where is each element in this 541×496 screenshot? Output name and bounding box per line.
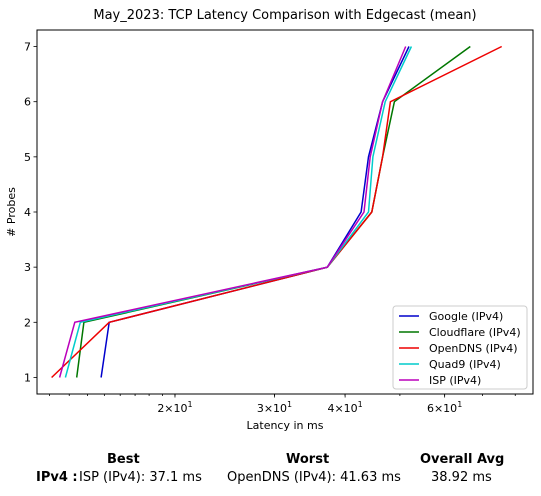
x-tick-label: 4×101 xyxy=(327,400,362,415)
y-tick-label: 7 xyxy=(24,41,31,54)
plot-frame xyxy=(36,29,534,395)
legend-label: ISP (IPv4) xyxy=(429,374,481,387)
legend-label: Quad9 (IPv4) xyxy=(429,358,501,371)
worst-header: Worst xyxy=(286,452,330,467)
overall-avg-value: 38.92 ms xyxy=(431,470,492,485)
series-line-4 xyxy=(58,46,407,378)
y-tick-label: 4 xyxy=(24,206,31,219)
latency-chart: May_2023: TCP Latency Comparison with Ed… xyxy=(5,8,534,432)
legend-label: Cloudflare (IPv4) xyxy=(429,326,521,339)
y-tick-label: 3 xyxy=(24,261,31,274)
series-line-0 xyxy=(100,46,410,378)
best-value: ISP (IPv4): 37.1 ms xyxy=(79,470,202,485)
x-tick-label: 3×101 xyxy=(257,400,292,415)
chart-title: May_2023: TCP Latency Comparison with Ed… xyxy=(93,8,476,23)
y-tick-label: 2 xyxy=(24,316,31,329)
legend: Google (IPv4) Cloudflare (IPv4) OpenDNS (I… xyxy=(392,305,528,390)
x-axis-label: Latency in ms xyxy=(247,419,324,432)
summary-table: Best Worst Overall Avg IPv4 : ISP (IPv4)… xyxy=(0,448,541,496)
overall-avg-header: Overall Avg xyxy=(420,452,505,467)
legend-label: OpenDNS (IPv4) xyxy=(429,342,518,355)
x-tick-label: 6×101 xyxy=(427,400,462,415)
x-tick-label: 2×101 xyxy=(157,400,192,415)
y-tick-label: 5 xyxy=(24,151,31,164)
series-line-3 xyxy=(64,46,413,378)
plot-area: 2×101 3×101 4×101 6×101 1 2 3 4 5 6 7 xyxy=(24,41,516,415)
legend-label: Google (IPv4) xyxy=(429,310,503,323)
y-tick-label: 6 xyxy=(24,96,31,109)
legend-box xyxy=(392,305,528,390)
series-line-2 xyxy=(51,45,503,379)
y-axis-label: # Probes xyxy=(5,187,18,237)
y-tick-label: 1 xyxy=(24,371,31,384)
best-header: Best xyxy=(107,452,140,467)
worst-value: OpenDNS (IPv4): 41.63 ms xyxy=(227,470,401,485)
ipv4-row-label: IPv4 : xyxy=(36,470,78,485)
